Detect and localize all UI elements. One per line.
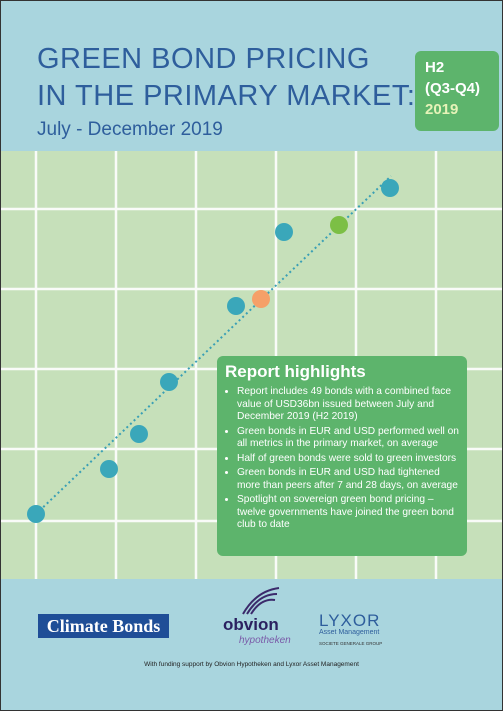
highlights-list: Report includes 49 bonds with a combined… <box>225 386 459 532</box>
highlights-title: Report highlights <box>225 362 366 381</box>
highlight-item: Green bonds in EUR and USD had tightened… <box>237 467 459 492</box>
title-line: IN THE PRIMARY MARKET: <box>37 80 416 112</box>
obvion-logo: obvion <box>223 615 279 634</box>
lyxor-sub: Asset Management <box>319 629 380 636</box>
badge-line: H2 <box>425 59 445 76</box>
highlight-item: Green bonds in EUR and USD performed wel… <box>237 426 459 451</box>
highlight-item: Half of green bonds were sold to green i… <box>237 453 459 466</box>
highlights-box: Report highlights Report includes 49 bon… <box>217 356 467 556</box>
lyxor-logo: LYXOR <box>319 611 381 630</box>
subtitle: July - December 2019 <box>37 119 223 140</box>
obvion-sub: hypotheken <box>239 635 291 646</box>
highlight-item: Spotlight on sovereign green bond pricin… <box>237 494 459 532</box>
lyxor-group: SOCIETE GENERALE GROUP <box>319 641 383 646</box>
climate-bonds-logo: Climate Bonds <box>38 614 169 638</box>
badge: H2 (Q3-Q4) 2019 <box>415 51 499 131</box>
footer-note: With funding support by Obvion Hypotheke… <box>144 661 359 668</box>
badge-line: (Q3-Q4) <box>425 80 481 97</box>
highlight-item: Report includes 49 bonds with a combined… <box>237 386 459 424</box>
obvion-mark <box>242 587 280 615</box>
title-line: GREEN BOND PRICING <box>37 43 370 75</box>
badge-year: 2019 <box>425 101 459 118</box>
